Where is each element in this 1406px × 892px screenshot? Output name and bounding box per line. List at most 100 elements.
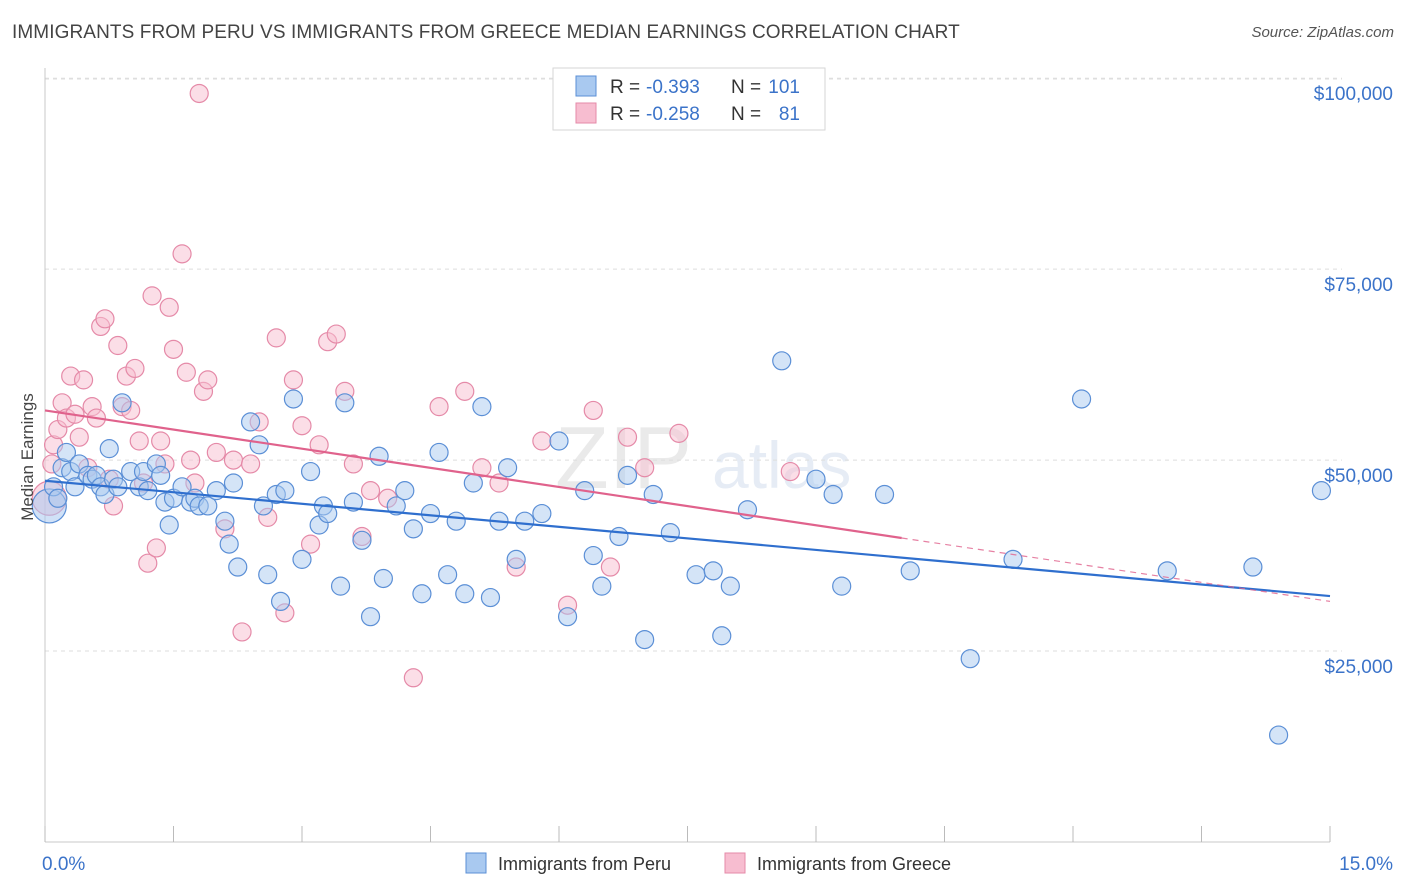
peru-point — [557, 607, 578, 627]
tick-labels: $25,000 $50,000 $75,000 $100,000 0.0% 15.0% — [42, 84, 1393, 875]
peru-point — [643, 484, 663, 505]
peru-point — [1268, 725, 1289, 745]
peru-point — [960, 649, 980, 669]
series-legend: Immigrants from Peru Immigrants from Gre… — [465, 852, 951, 874]
peru-trend-line — [44, 479, 1331, 598]
peru-point — [352, 530, 372, 550]
peru-n-label: N = — [731, 77, 761, 98]
peru-point — [386, 496, 406, 516]
peru-point — [703, 561, 723, 581]
stats-legend: R = -0.393 N = 101 R = -0.258 N = 81 — [552, 67, 826, 131]
greece-point — [206, 442, 226, 463]
greece-point — [403, 668, 423, 688]
peru-point — [532, 503, 552, 524]
peru-point — [99, 439, 119, 459]
peru-point — [330, 576, 351, 596]
peru-point — [56, 442, 77, 463]
peru-point — [609, 526, 629, 547]
peru-point — [112, 393, 132, 413]
greece-point — [300, 534, 321, 554]
peru-point — [403, 519, 423, 539]
greece-r-label: R = — [610, 104, 640, 125]
peru-swatch — [575, 75, 597, 97]
greece-point — [455, 381, 475, 401]
peru-point — [292, 549, 312, 569]
greece-point — [159, 297, 179, 317]
peru-point — [438, 565, 458, 585]
peru-point — [343, 492, 363, 512]
greece-point — [189, 83, 209, 104]
x-tick-label: 15.0% — [1339, 854, 1393, 875]
peru-point — [1243, 557, 1263, 577]
peru-point — [335, 393, 355, 413]
peru-point — [455, 584, 475, 604]
greece-n-value: 81 — [779, 104, 800, 125]
peru-point — [215, 511, 235, 531]
greece-point — [151, 431, 171, 451]
peru-point — [223, 473, 244, 493]
peru-point — [395, 481, 415, 501]
greece-point — [138, 553, 158, 573]
greece-point — [125, 358, 145, 379]
greece-point — [223, 450, 244, 470]
greece-point — [73, 370, 94, 390]
peru-n-value: 101 — [768, 77, 800, 98]
greece-point — [108, 335, 128, 356]
y-tick-label: $100,000 — [1314, 84, 1393, 105]
greece-trend-extension — [901, 537, 1331, 602]
greece-point — [309, 435, 329, 455]
greece-point — [292, 416, 312, 436]
peru-point — [472, 397, 492, 417]
y-tick-label: $75,000 — [1324, 275, 1393, 296]
peru-point — [617, 465, 638, 485]
greece-swatch — [575, 102, 597, 124]
legend-greece-swatch — [724, 852, 746, 874]
peru-point — [772, 351, 792, 371]
peru-point — [360, 607, 381, 627]
peru-point — [515, 511, 535, 531]
peru-r-value: -0.393 — [646, 77, 700, 98]
peru-point — [463, 473, 483, 493]
peru-point — [420, 503, 441, 524]
greece-point — [142, 286, 162, 306]
greece-point — [198, 370, 218, 390]
greece-trend-line — [44, 409, 902, 540]
greece-point — [343, 454, 363, 474]
chart-source: Source: ZipAtlas.com — [1251, 24, 1394, 41]
greece-point — [669, 423, 689, 443]
peru-point — [823, 484, 843, 505]
legend-greece-label: Immigrants from Greece — [757, 854, 951, 874]
greece-point — [472, 458, 492, 478]
peru-point — [1311, 481, 1332, 501]
greece-point — [583, 400, 603, 421]
greece-point — [360, 481, 381, 501]
peru-point — [1157, 561, 1177, 581]
peru-point — [412, 584, 432, 604]
peru-point — [228, 557, 248, 577]
peru-point — [369, 446, 389, 466]
greece-point — [95, 309, 115, 329]
greece-point — [232, 622, 252, 642]
greece-n-label: N = — [731, 104, 761, 125]
greece-point — [600, 557, 621, 577]
peru-point — [506, 549, 526, 569]
peru-point — [832, 576, 852, 596]
peru-point — [48, 488, 68, 508]
greece-point — [181, 450, 201, 470]
greece-r-value: -0.258 — [646, 104, 700, 125]
peru-point — [300, 461, 321, 482]
peru-point — [1071, 389, 1092, 409]
peru-point — [318, 503, 338, 524]
greece-point — [780, 461, 800, 482]
peru-point — [198, 496, 218, 516]
peru-point — [900, 561, 920, 581]
greece-point — [163, 339, 184, 359]
peru-point — [1003, 549, 1023, 569]
peru-point — [480, 587, 501, 608]
peru-point — [429, 442, 449, 463]
peru-point — [270, 591, 291, 612]
peru-point — [806, 469, 826, 489]
greece-point — [283, 370, 304, 390]
peru-point — [549, 431, 569, 451]
